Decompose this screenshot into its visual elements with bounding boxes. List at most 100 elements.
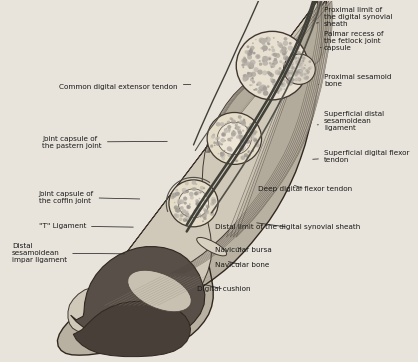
Circle shape xyxy=(280,49,285,54)
Circle shape xyxy=(195,199,199,202)
Circle shape xyxy=(298,66,301,68)
Circle shape xyxy=(273,79,275,81)
Circle shape xyxy=(227,138,231,141)
Circle shape xyxy=(287,82,290,85)
Circle shape xyxy=(243,119,245,121)
Circle shape xyxy=(249,65,251,67)
Circle shape xyxy=(277,71,281,75)
Circle shape xyxy=(277,87,283,92)
Circle shape xyxy=(272,80,278,86)
Circle shape xyxy=(279,44,283,48)
Circle shape xyxy=(199,215,201,218)
Circle shape xyxy=(255,140,257,142)
Circle shape xyxy=(220,122,224,126)
Circle shape xyxy=(213,203,214,205)
Circle shape xyxy=(193,220,194,222)
Circle shape xyxy=(180,206,184,210)
Text: Proximal sesamoid
bone: Proximal sesamoid bone xyxy=(318,74,391,87)
Circle shape xyxy=(300,70,302,72)
Circle shape xyxy=(241,121,246,126)
Circle shape xyxy=(280,84,283,85)
Circle shape xyxy=(243,124,246,126)
Circle shape xyxy=(283,54,315,84)
Circle shape xyxy=(288,66,291,68)
Circle shape xyxy=(288,63,292,67)
Circle shape xyxy=(183,218,187,222)
Circle shape xyxy=(270,77,273,81)
Polygon shape xyxy=(208,1,330,237)
Circle shape xyxy=(175,192,180,196)
Circle shape xyxy=(265,37,271,42)
Circle shape xyxy=(283,55,288,60)
Circle shape xyxy=(254,140,259,145)
Circle shape xyxy=(235,123,238,126)
Circle shape xyxy=(297,69,303,74)
Circle shape xyxy=(245,141,248,144)
Circle shape xyxy=(189,218,191,220)
Circle shape xyxy=(243,75,249,81)
Circle shape xyxy=(237,121,240,123)
Circle shape xyxy=(246,129,250,134)
Circle shape xyxy=(211,199,217,204)
Circle shape xyxy=(262,56,267,60)
Circle shape xyxy=(289,57,293,60)
Circle shape xyxy=(229,140,232,142)
Circle shape xyxy=(294,72,298,76)
Circle shape xyxy=(263,38,267,43)
Circle shape xyxy=(239,146,244,151)
Circle shape xyxy=(285,73,289,77)
Circle shape xyxy=(241,134,244,137)
Circle shape xyxy=(278,73,280,75)
Circle shape xyxy=(241,63,245,67)
Circle shape xyxy=(270,63,275,68)
Circle shape xyxy=(256,140,259,143)
Circle shape xyxy=(213,142,216,144)
Circle shape xyxy=(204,209,208,213)
Circle shape xyxy=(291,67,295,70)
Circle shape xyxy=(186,215,192,220)
Circle shape xyxy=(247,45,250,48)
Circle shape xyxy=(263,90,268,96)
Circle shape xyxy=(270,79,275,83)
Circle shape xyxy=(238,115,242,119)
Circle shape xyxy=(303,73,307,76)
Circle shape xyxy=(275,53,280,58)
Circle shape xyxy=(242,122,246,125)
Circle shape xyxy=(298,71,301,74)
Circle shape xyxy=(182,188,186,193)
Circle shape xyxy=(227,153,231,157)
Circle shape xyxy=(296,71,299,73)
Text: Navicular bursa: Navicular bursa xyxy=(215,247,272,253)
Circle shape xyxy=(217,122,251,155)
Circle shape xyxy=(224,150,225,151)
Circle shape xyxy=(257,90,262,94)
Circle shape xyxy=(279,75,285,81)
Circle shape xyxy=(178,204,179,206)
Circle shape xyxy=(201,206,204,209)
Circle shape xyxy=(251,132,254,135)
Circle shape xyxy=(200,186,204,190)
Circle shape xyxy=(242,67,244,68)
Circle shape xyxy=(252,42,254,44)
Polygon shape xyxy=(206,1,323,237)
Circle shape xyxy=(186,211,189,213)
Circle shape xyxy=(263,87,267,90)
Text: Proximal limit of
the digital synovial
sheath: Proximal limit of the digital synovial s… xyxy=(316,7,393,27)
Circle shape xyxy=(178,202,181,205)
Circle shape xyxy=(249,67,251,69)
Circle shape xyxy=(288,59,292,63)
Circle shape xyxy=(189,217,192,219)
Circle shape xyxy=(173,213,177,217)
Circle shape xyxy=(277,53,279,55)
Circle shape xyxy=(191,187,196,191)
Polygon shape xyxy=(207,1,326,237)
Circle shape xyxy=(252,150,254,152)
Polygon shape xyxy=(57,1,328,355)
Circle shape xyxy=(210,202,214,206)
Circle shape xyxy=(178,200,182,204)
Circle shape xyxy=(296,60,300,64)
Circle shape xyxy=(242,157,245,159)
Circle shape xyxy=(247,144,248,146)
Circle shape xyxy=(290,78,292,80)
Circle shape xyxy=(281,83,283,85)
